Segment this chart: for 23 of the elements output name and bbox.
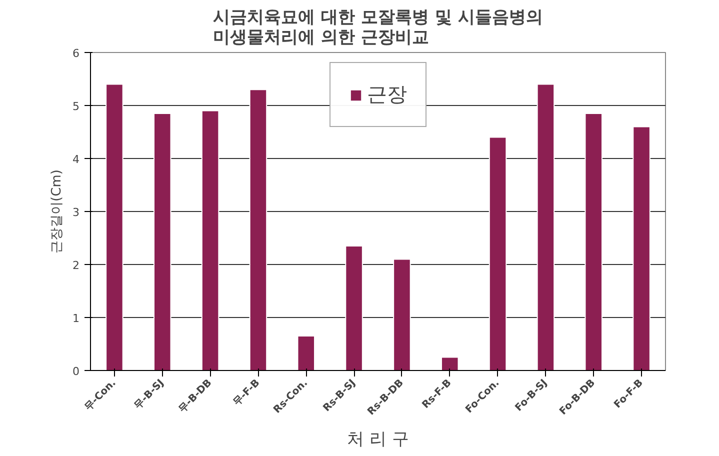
y-tick-label: 4 bbox=[72, 153, 80, 166]
y-tick-label: 5 bbox=[72, 100, 80, 113]
y-tick-label: 6 bbox=[72, 47, 80, 60]
bar bbox=[297, 336, 316, 370]
y-tick-label: 0 bbox=[72, 365, 80, 378]
bar bbox=[488, 136, 507, 370]
y-tick-label: 2 bbox=[72, 259, 80, 272]
x-axis-title: 처 리 구 bbox=[347, 429, 409, 450]
bar bbox=[536, 84, 555, 370]
bar bbox=[106, 84, 124, 370]
bar bbox=[584, 112, 603, 370]
bar bbox=[345, 245, 363, 370]
y-tick-label: 3 bbox=[72, 206, 80, 219]
legend-label: 근장 bbox=[367, 81, 407, 108]
bar bbox=[632, 126, 650, 370]
bar bbox=[249, 89, 268, 370]
bar bbox=[201, 110, 220, 370]
bar bbox=[153, 112, 172, 370]
chart-title: 시금치육묘에 대한 모잘록병 및 시들음병의 미생물처리에 의한 근장비교 bbox=[213, 8, 543, 48]
y-axis-title: 근장길이(Cm) bbox=[50, 170, 64, 254]
y-tick-label: 1 bbox=[72, 312, 80, 325]
bar bbox=[393, 258, 411, 370]
bar bbox=[440, 356, 459, 370]
